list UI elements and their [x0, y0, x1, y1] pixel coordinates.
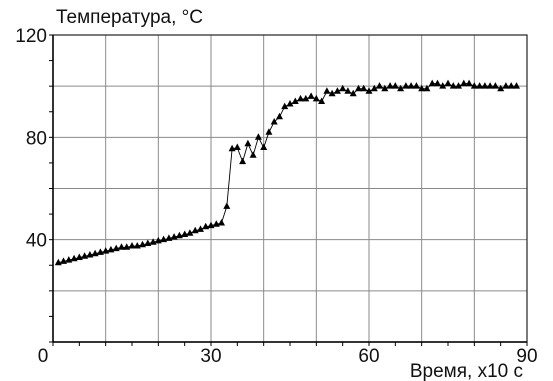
data-point — [139, 240, 146, 248]
data-point — [160, 235, 168, 243]
data-point — [439, 82, 447, 89]
data-point — [254, 133, 262, 140]
data-point — [118, 243, 125, 250]
data-point — [297, 94, 304, 102]
data-point — [86, 251, 94, 258]
data-point — [465, 79, 473, 87]
data-point — [402, 82, 410, 89]
x-tick-label: 60 — [358, 346, 379, 367]
data-point — [502, 82, 510, 89]
data-point — [112, 244, 120, 252]
data-point — [281, 102, 289, 110]
data-point — [339, 84, 347, 92]
data-point — [407, 82, 415, 89]
data-point — [181, 230, 189, 237]
data-point — [249, 151, 257, 158]
data-point — [449, 82, 457, 89]
data-point — [307, 92, 315, 99]
data-point — [460, 79, 468, 87]
data-point — [60, 257, 67, 264]
data-point — [391, 82, 399, 89]
data-point — [491, 82, 499, 89]
data-point — [65, 256, 73, 263]
data-point — [349, 89, 357, 97]
data-point — [133, 242, 141, 249]
data-point — [360, 84, 368, 92]
y-tick-label: 40 — [26, 231, 47, 252]
data-point — [165, 234, 173, 241]
data-point — [355, 84, 362, 92]
x-axis-title: Время, x10 с — [410, 361, 523, 381]
data-point — [507, 82, 515, 89]
data-point — [412, 82, 420, 89]
data-point — [323, 87, 331, 94]
data-point — [270, 118, 278, 125]
data-point — [75, 253, 83, 260]
y-tick-label: 120 — [15, 26, 47, 47]
data-point — [128, 242, 136, 249]
data-point — [365, 87, 373, 94]
data-point — [344, 87, 352, 94]
data-point — [54, 258, 62, 266]
data-point — [170, 233, 178, 240]
data-point — [486, 82, 494, 89]
x-tick-label: 90 — [516, 346, 537, 367]
data-point — [418, 84, 426, 92]
data-point — [191, 226, 199, 234]
data-point — [328, 89, 336, 97]
data-point — [302, 94, 310, 102]
data-point — [154, 236, 162, 244]
data-point — [175, 231, 183, 239]
x-tick-label: 30 — [200, 346, 221, 367]
y-tick-label: 80 — [26, 128, 47, 149]
data-point — [423, 84, 431, 92]
data-point — [497, 84, 505, 92]
data-point — [123, 243, 131, 250]
data-point — [428, 79, 436, 87]
data-point — [96, 248, 104, 255]
data-point — [102, 247, 110, 254]
data-point — [386, 82, 394, 89]
data-point — [81, 252, 89, 259]
data-point — [218, 219, 225, 226]
data-point — [223, 202, 231, 209]
data-point — [233, 143, 241, 150]
data-point — [397, 84, 405, 92]
data-point — [312, 94, 320, 102]
y-axis-title: Температура, °C — [56, 7, 203, 28]
data-point — [286, 100, 294, 107]
data-point — [434, 79, 441, 87]
data-point — [470, 82, 478, 89]
data-point — [244, 139, 252, 147]
data-point — [239, 157, 247, 165]
data-point — [276, 112, 283, 120]
data-point — [455, 82, 462, 89]
data-point — [481, 82, 489, 89]
data-point — [91, 249, 99, 257]
data-point — [197, 225, 204, 232]
data-point — [149, 238, 157, 245]
data-point — [186, 229, 194, 236]
data-point — [444, 79, 452, 87]
data-point — [291, 97, 299, 104]
data-point — [144, 239, 152, 246]
data-point — [476, 82, 484, 89]
data-point — [260, 143, 268, 150]
data-point — [212, 220, 220, 227]
data-point — [376, 82, 383, 89]
data-point — [265, 128, 273, 135]
data-point — [513, 82, 520, 89]
data-point — [70, 254, 78, 262]
x-tick-label: 0 — [38, 346, 49, 367]
data-point — [381, 84, 389, 92]
data-point — [333, 87, 341, 94]
data-point — [370, 84, 378, 92]
data-point — [318, 97, 326, 104]
data-point — [207, 221, 215, 229]
data-point — [202, 222, 210, 230]
data-point — [228, 144, 236, 152]
data-point — [107, 245, 115, 253]
